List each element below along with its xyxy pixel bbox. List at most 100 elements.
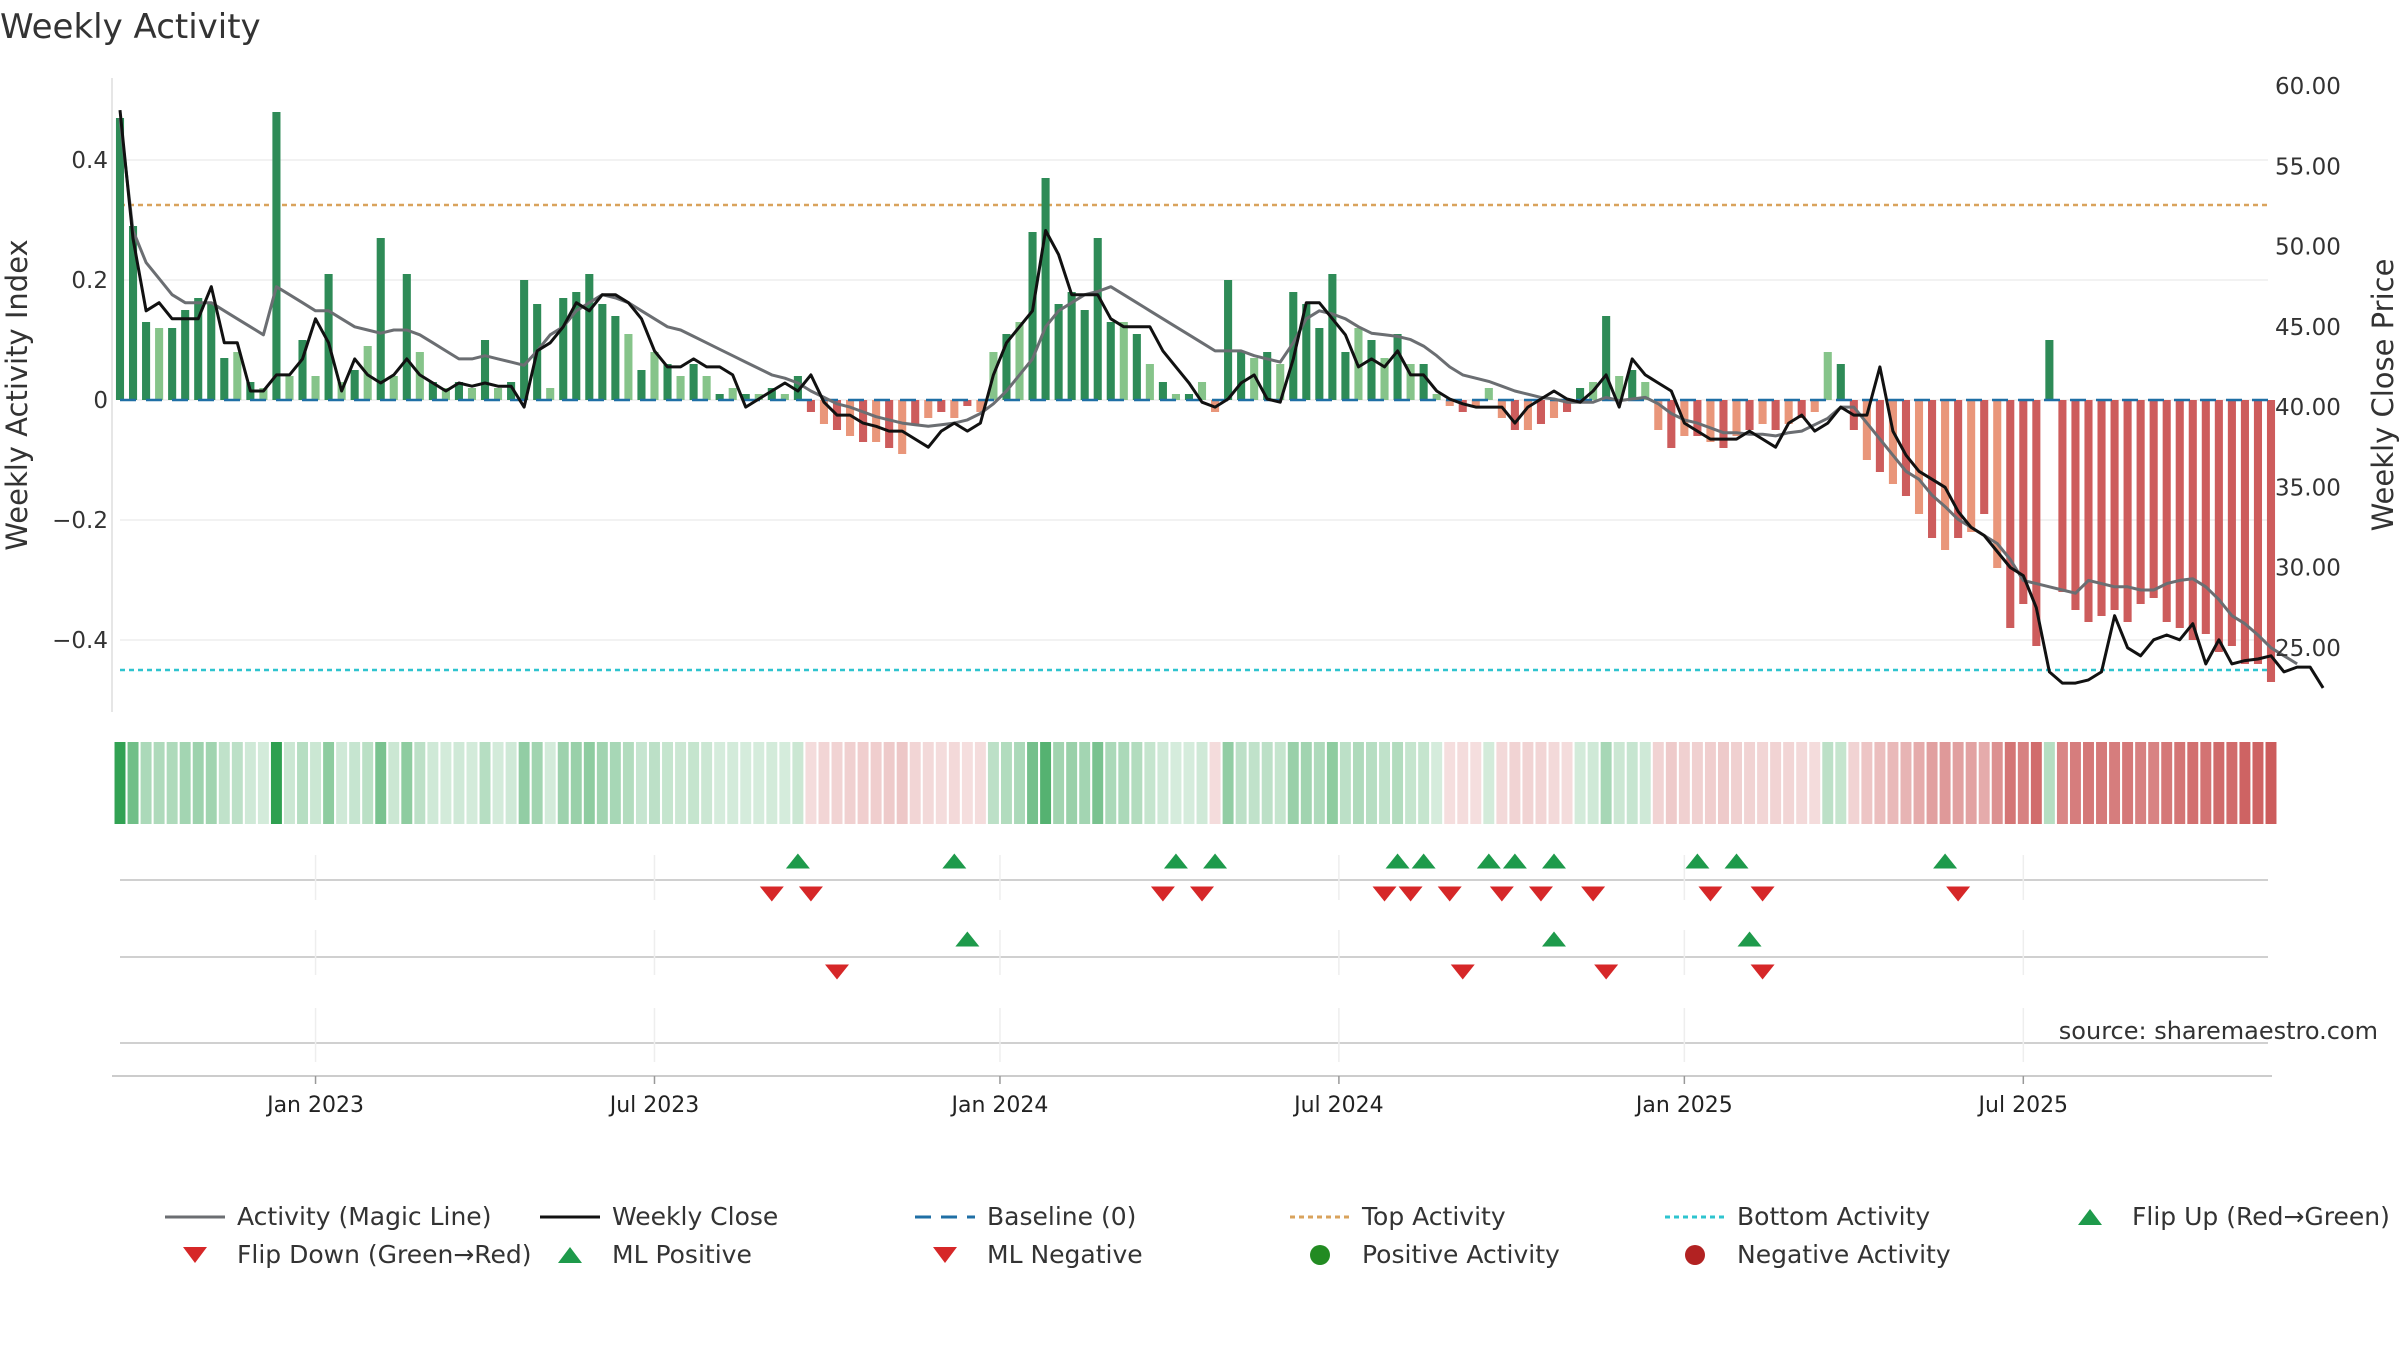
activity-bar (780, 394, 789, 400)
y-left-tick-label: 0.2 (71, 268, 108, 294)
activity-bar (520, 280, 529, 400)
activity-bar (1080, 310, 1089, 400)
x-tick-label: Jan 2023 (265, 1093, 364, 1118)
activity-bar (559, 298, 568, 400)
heat-cell (283, 742, 295, 824)
heat-cell (570, 742, 582, 824)
activity-bar (1028, 232, 1037, 400)
activity-bar (1171, 394, 1180, 400)
heat-cell (779, 742, 791, 824)
flip-down-marker (1698, 886, 1723, 902)
activity-bar (1641, 382, 1650, 400)
heat-cell (1535, 742, 1547, 824)
activity-bars (115, 112, 2276, 682)
heat-cell (753, 742, 765, 824)
heat-cell (1561, 742, 1573, 824)
flip-up-marker (1163, 853, 1188, 869)
source-credit: source: sharemaestro.com (2059, 1017, 2378, 1045)
ml-negative-marker (1750, 964, 1775, 980)
flip-down-marker (1489, 886, 1514, 902)
activity-bar (1745, 400, 1754, 430)
activity-bar (155, 328, 164, 400)
heat-cell (1144, 742, 1156, 824)
legend-swatch (2078, 1209, 2102, 1225)
legend-label: Flip Up (Red→Green) (2132, 1202, 2390, 1231)
heat-cell (1678, 742, 1690, 824)
legend-label: Flip Down (Green→Red) (237, 1240, 532, 1269)
flip-down-marker (1437, 886, 1462, 902)
legend-swatch (558, 1247, 582, 1263)
activity-bar (298, 340, 307, 400)
heat-cell (1691, 742, 1703, 824)
price-lines (118, 109, 2325, 689)
chart-title: Weekly Activity (0, 7, 261, 47)
heat-cell (323, 742, 335, 824)
activity-bar (1432, 394, 1441, 400)
heat-cell (2239, 742, 2251, 824)
heat-cell (1965, 742, 1977, 824)
heat-cell (1118, 742, 1130, 824)
activity-bar (885, 400, 894, 448)
heat-cell (1261, 742, 1273, 824)
heat-cell (727, 742, 739, 824)
activity-bar (1667, 400, 1676, 448)
heat-cell (1105, 742, 1117, 824)
flip-down-marker (798, 886, 823, 902)
activity-bar (1941, 400, 1950, 550)
heat-cell (1926, 742, 1938, 824)
heat-cell (688, 742, 700, 824)
heat-cell (2056, 742, 2068, 824)
heat-cell (362, 742, 374, 824)
activity-bar (181, 310, 190, 400)
activity-bar (1067, 292, 1076, 400)
activity-bar (1380, 358, 1389, 400)
heat-cell (375, 742, 387, 824)
heat-cell (1313, 742, 1325, 824)
heat-cell (2252, 742, 2264, 824)
heat-cell (1000, 742, 1012, 824)
heat-cell (649, 742, 660, 824)
activity-bar (1276, 364, 1285, 400)
heat-cell (870, 742, 882, 824)
activity-bar (963, 400, 972, 406)
activity-bar (650, 352, 659, 400)
heat-cell (948, 742, 960, 824)
legend-swatch (933, 1247, 957, 1263)
activity-bar (1732, 400, 1741, 436)
activity-bar (233, 352, 242, 400)
heat-cell (1704, 742, 1716, 824)
legend-label: ML Positive (612, 1240, 752, 1269)
heat-cell (1014, 742, 1025, 824)
flip-up-marker (1685, 853, 1710, 869)
ml-positive-marker (955, 931, 980, 947)
activity-bar (1914, 400, 1924, 514)
activity-bar (585, 274, 594, 400)
activity-bar (2032, 400, 2041, 646)
heat-cell (1796, 742, 1808, 824)
legend-label: Top Activity (1361, 1202, 1506, 1231)
heat-cell (1587, 742, 1599, 824)
heat-cell (1939, 742, 1951, 824)
heat-cell (701, 742, 713, 824)
activity-bar (441, 388, 450, 400)
legend-item-close: Weekly Close (540, 1202, 778, 1231)
activity-bar (1289, 292, 1298, 400)
activity-bar (494, 388, 503, 400)
activity-bar (819, 400, 829, 424)
heat-cell (1366, 742, 1377, 824)
heat-cell (1600, 742, 1612, 824)
heat-cell (531, 742, 543, 824)
heat-cell (2161, 742, 2173, 824)
flip-up-marker (1411, 853, 1436, 869)
heat-cell (166, 742, 178, 824)
legend-label: ML Negative (987, 1240, 1143, 1269)
heat-cell (244, 742, 256, 824)
activity-bar (859, 400, 868, 442)
activity-bar (1119, 322, 1128, 400)
heat-cell (622, 742, 634, 824)
activity-bar (507, 382, 516, 400)
activity-bar (207, 304, 216, 400)
activity-bar (1901, 400, 1911, 496)
activity-bar (1536, 400, 1546, 424)
